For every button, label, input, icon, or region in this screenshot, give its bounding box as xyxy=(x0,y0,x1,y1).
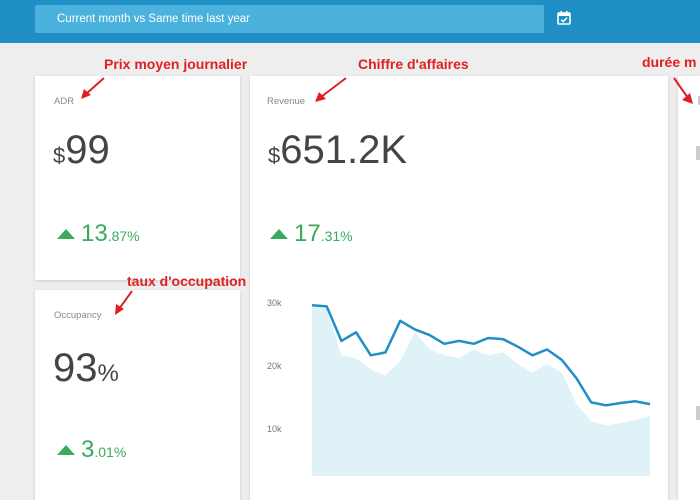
up-triangle-icon xyxy=(57,229,75,239)
revenue-area-series xyxy=(312,305,650,476)
revenue-delta-int: 17 xyxy=(294,220,321,247)
revenue-card[interactable]: Revenue $651.2K 17.31% 30k 20k 10k xyxy=(250,76,668,500)
partial-card[interactable] xyxy=(678,76,700,500)
annotation-arrow-icon xyxy=(315,77,347,102)
date-range-selector[interactable]: Current month vs Same time last year xyxy=(35,5,544,33)
partial-title-fragment xyxy=(698,96,700,105)
currency-symbol: $ xyxy=(268,143,281,168)
y-tick-label: 20k xyxy=(267,361,282,371)
partial-delta-fragment xyxy=(696,406,700,420)
occupancy-delta: 3.01% xyxy=(57,436,126,464)
annotation-arrow-icon xyxy=(115,290,133,315)
revenue-title: Revenue xyxy=(267,96,306,107)
currency-symbol: $ xyxy=(53,143,66,168)
adr-delta-dec: .87% xyxy=(107,228,140,244)
occupancy-delta-int: 3 xyxy=(81,436,95,463)
annotation-arrow-icon xyxy=(673,77,693,104)
calendar-check-icon[interactable] xyxy=(556,10,572,26)
occupancy-delta-dec: .01% xyxy=(94,444,127,460)
occupancy-title: Occupancy xyxy=(54,310,102,321)
up-triangle-icon xyxy=(57,445,75,455)
revenue-delta: 17.31% xyxy=(270,220,353,248)
adr-delta-int: 13 xyxy=(81,220,108,247)
occupancy-number: 93 xyxy=(53,346,98,390)
occupancy-value: 93% xyxy=(53,346,119,391)
adr-number: 99 xyxy=(65,128,110,172)
annotation-partial: durée m xyxy=(642,54,697,70)
adr-card[interactable]: ADR $99 13.87% xyxy=(35,76,240,280)
top-toolbar: Current month vs Same time last year xyxy=(0,0,700,43)
revenue-line-series xyxy=(311,303,651,407)
revenue-number: 651.2K xyxy=(280,128,408,172)
annotation-revenue: Chiffre d'affaires xyxy=(358,56,469,72)
y-tick-label: 10k xyxy=(267,424,282,434)
y-tick-label: 30k xyxy=(267,298,282,308)
occupancy-card[interactable]: Occupancy 93% 3.01% xyxy=(35,290,240,500)
partial-value-fragment xyxy=(696,146,700,160)
annotation-arrow-icon xyxy=(81,77,105,99)
adr-value: $99 xyxy=(53,128,110,173)
adr-title: ADR xyxy=(54,96,75,107)
annotation-occupancy: taux d'occupation xyxy=(127,273,247,289)
revenue-delta-dec: .31% xyxy=(320,228,353,244)
revenue-line-chart xyxy=(311,303,651,476)
adr-delta: 13.87% xyxy=(57,220,140,248)
revenue-value: $651.2K xyxy=(268,128,407,173)
percent-symbol: % xyxy=(97,360,119,387)
date-range-label: Current month vs Same time last year xyxy=(57,13,251,25)
annotation-adr: Prix moyen journalier xyxy=(104,56,248,72)
up-triangle-icon xyxy=(270,229,288,239)
